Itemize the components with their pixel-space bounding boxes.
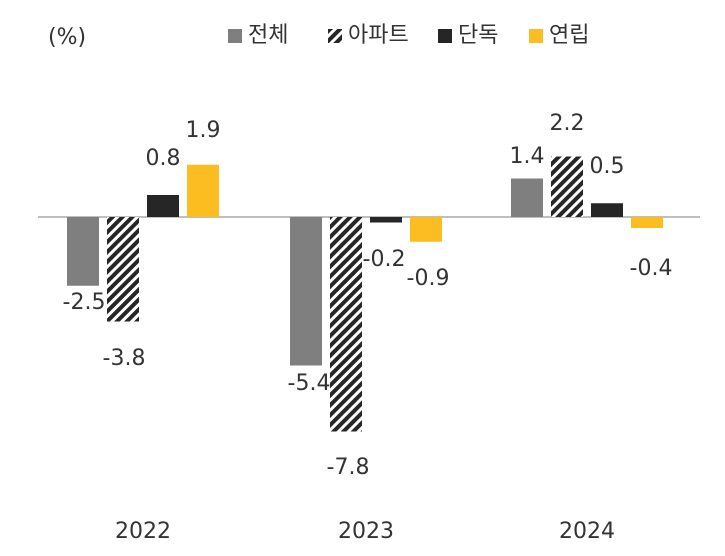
bar-2024-series-2 xyxy=(591,203,623,217)
value-label-2024-series-0: 1.4 xyxy=(510,144,545,169)
value-label-2024-series-2: 0.5 xyxy=(590,154,625,179)
legend-label-series-1: 아파트 xyxy=(348,23,409,48)
unit-label: (%) xyxy=(48,25,86,50)
bar-2022-series-2 xyxy=(147,195,179,217)
bar-2024-series-0 xyxy=(511,178,543,217)
x-tick-label-2023: 2023 xyxy=(338,519,394,544)
legend-swatch-series-2 xyxy=(438,29,452,43)
value-label-2023-series-3: -0.9 xyxy=(407,266,450,291)
bar-2023-series-1 xyxy=(330,217,362,432)
legend-label-series-0: 전체 xyxy=(248,23,288,48)
value-label-2023-series-0: -5.4 xyxy=(288,371,331,396)
x-tick-label-2022: 2022 xyxy=(115,519,171,544)
legend-label-series-3: 연립 xyxy=(549,23,589,48)
value-label-2023-series-2: -0.2 xyxy=(363,247,406,272)
bar-2022-series-1 xyxy=(107,217,139,322)
bar-2023-series-2 xyxy=(370,217,402,223)
legend-swatch-series-3 xyxy=(529,29,543,43)
value-label-2024-series-3: -0.4 xyxy=(630,256,673,281)
bar-2024-series-1 xyxy=(551,156,583,217)
legend-label-series-2: 단독 xyxy=(458,23,498,48)
legend-swatch-series-1 xyxy=(328,29,342,43)
value-label-2023-series-1: -7.8 xyxy=(327,455,370,480)
x-tick-label-2024: 2024 xyxy=(559,519,615,544)
value-label-2022-series-2: 0.8 xyxy=(146,146,181,171)
value-label-2022-series-0: -2.5 xyxy=(63,290,106,315)
bar-2022-series-3 xyxy=(187,164,219,217)
bar-2023-series-3 xyxy=(410,217,442,242)
x-axis-tick-labels: 2022 2023 2024 xyxy=(115,519,615,544)
bar-2022-series-0 xyxy=(67,217,99,286)
legend-swatch-series-0 xyxy=(228,29,242,43)
bars xyxy=(67,156,663,432)
value-label-2022-series-3: 1.9 xyxy=(186,118,221,143)
bar-2024-series-3 xyxy=(631,217,663,228)
bar-2023-series-0 xyxy=(290,217,322,366)
value-label-2022-series-1: -3.8 xyxy=(103,346,146,371)
legend: 전체 아파트 단독 연립 xyxy=(228,23,589,48)
value-labels: -2.5 -5.4 1.4 -3.8 -7.8 2.2 0.8 -0.2 0.5 1.9 -0.9 -… xyxy=(63,111,673,480)
value-label-2024-series-1: 2.2 xyxy=(550,111,585,136)
